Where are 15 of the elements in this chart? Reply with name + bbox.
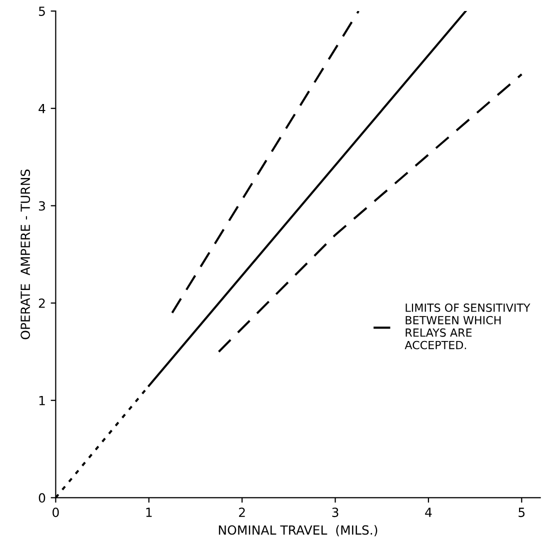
legend-label: LIMITS OF SENSITIVITY BETWEEN WHICH RELAYS ARE ACCEPTED. bbox=[404, 304, 530, 350]
x-tick-label: 2 bbox=[239, 508, 245, 517]
y-axis-title: OPERATE AMPERE - TURNS bbox=[20, 170, 30, 340]
x-tick-label: 1 bbox=[146, 508, 152, 517]
y-tick-label: 2 bbox=[38, 298, 45, 308]
x-axis-title: NOMINAL TRAVEL (MILS.) bbox=[218, 525, 378, 536]
y-tick-label: 5 bbox=[38, 6, 45, 16]
x-tick-label: 0 bbox=[52, 508, 59, 518]
x-tick-label: 4 bbox=[425, 508, 432, 517]
y-tick-label: 0 bbox=[38, 493, 46, 503]
y-tick-label: 4 bbox=[38, 104, 46, 114]
y-tick-label: 1 bbox=[39, 396, 45, 406]
x-tick-label: 5 bbox=[518, 508, 525, 518]
x-tick-label: 3 bbox=[332, 508, 338, 518]
y-tick-label: 3 bbox=[38, 201, 45, 211]
